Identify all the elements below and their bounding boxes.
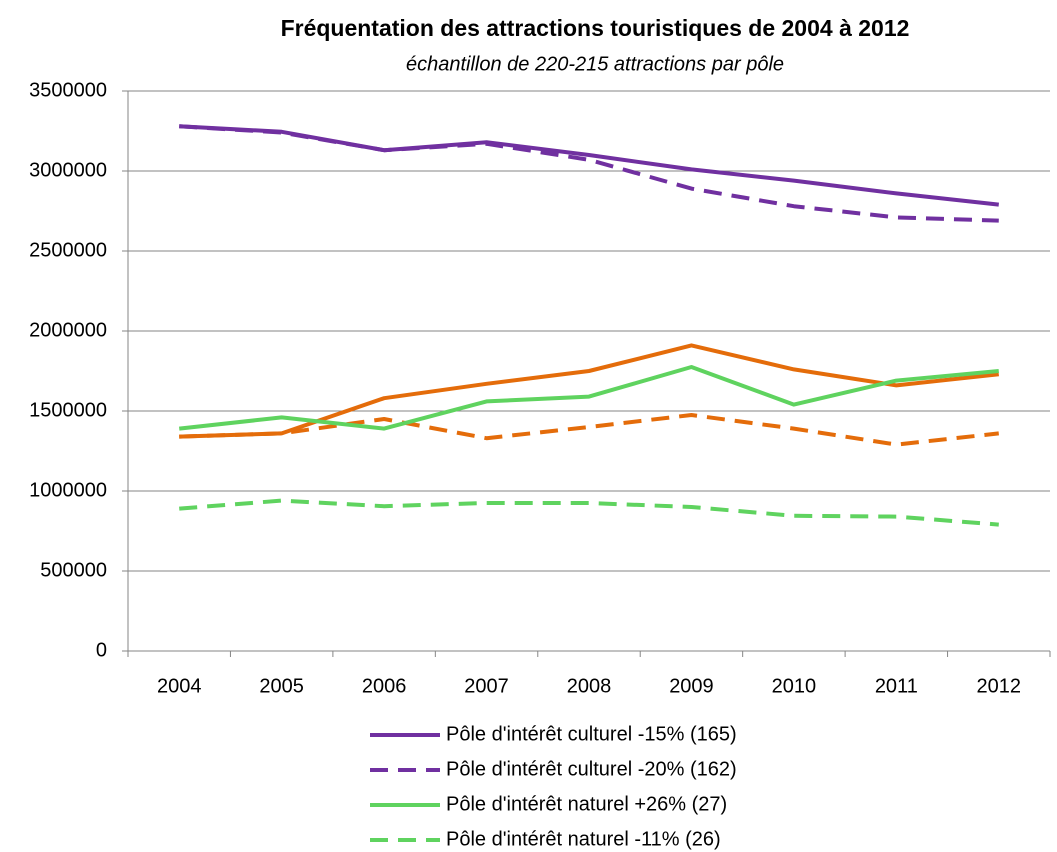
chart-title: Fréquentation des attractions touristiqu…: [281, 15, 910, 41]
x-tick-label: 2004: [157, 675, 202, 697]
legend-label: Pôle d'intérêt culturel -15% (165): [446, 723, 737, 745]
y-tick-label: 2000000: [29, 319, 107, 341]
x-tick-label: 2009: [669, 675, 714, 697]
y-tick-label: 2500000: [29, 239, 107, 261]
series-line: [179, 498, 999, 527]
series-line: [179, 124, 999, 207]
y-tick-label: 1500000: [29, 399, 107, 421]
legend-label: Pôle d'intérêt naturel +26% (27): [446, 793, 727, 815]
series-line: [179, 124, 999, 223]
series-line: [179, 413, 999, 447]
series-line: [179, 365, 999, 431]
y-tick-label: 3500000: [29, 79, 107, 101]
x-tick-label: 2012: [977, 675, 1022, 697]
y-tick-label: 0: [96, 639, 107, 661]
x-tick-label: 2007: [464, 675, 509, 697]
y-tick-label: 1000000: [29, 479, 107, 501]
legend-label: Pôle d'intérêt culturel -20% (162): [446, 758, 737, 780]
x-tick-label: 2005: [259, 675, 304, 697]
legend-label: Pôle d'intérêt naturel -11% (26): [446, 828, 721, 850]
x-tick-label: 2006: [362, 675, 407, 697]
y-tick-label: 500000: [40, 559, 107, 581]
chart-subtitle: échantillon de 220-215 attractions par p…: [406, 53, 784, 75]
series-line: [179, 343, 999, 439]
y-tick-label: 3000000: [29, 159, 107, 181]
x-tick-label: 2008: [567, 675, 612, 697]
x-tick-label: 2010: [772, 675, 817, 697]
x-tick-label: 2011: [875, 675, 918, 697]
